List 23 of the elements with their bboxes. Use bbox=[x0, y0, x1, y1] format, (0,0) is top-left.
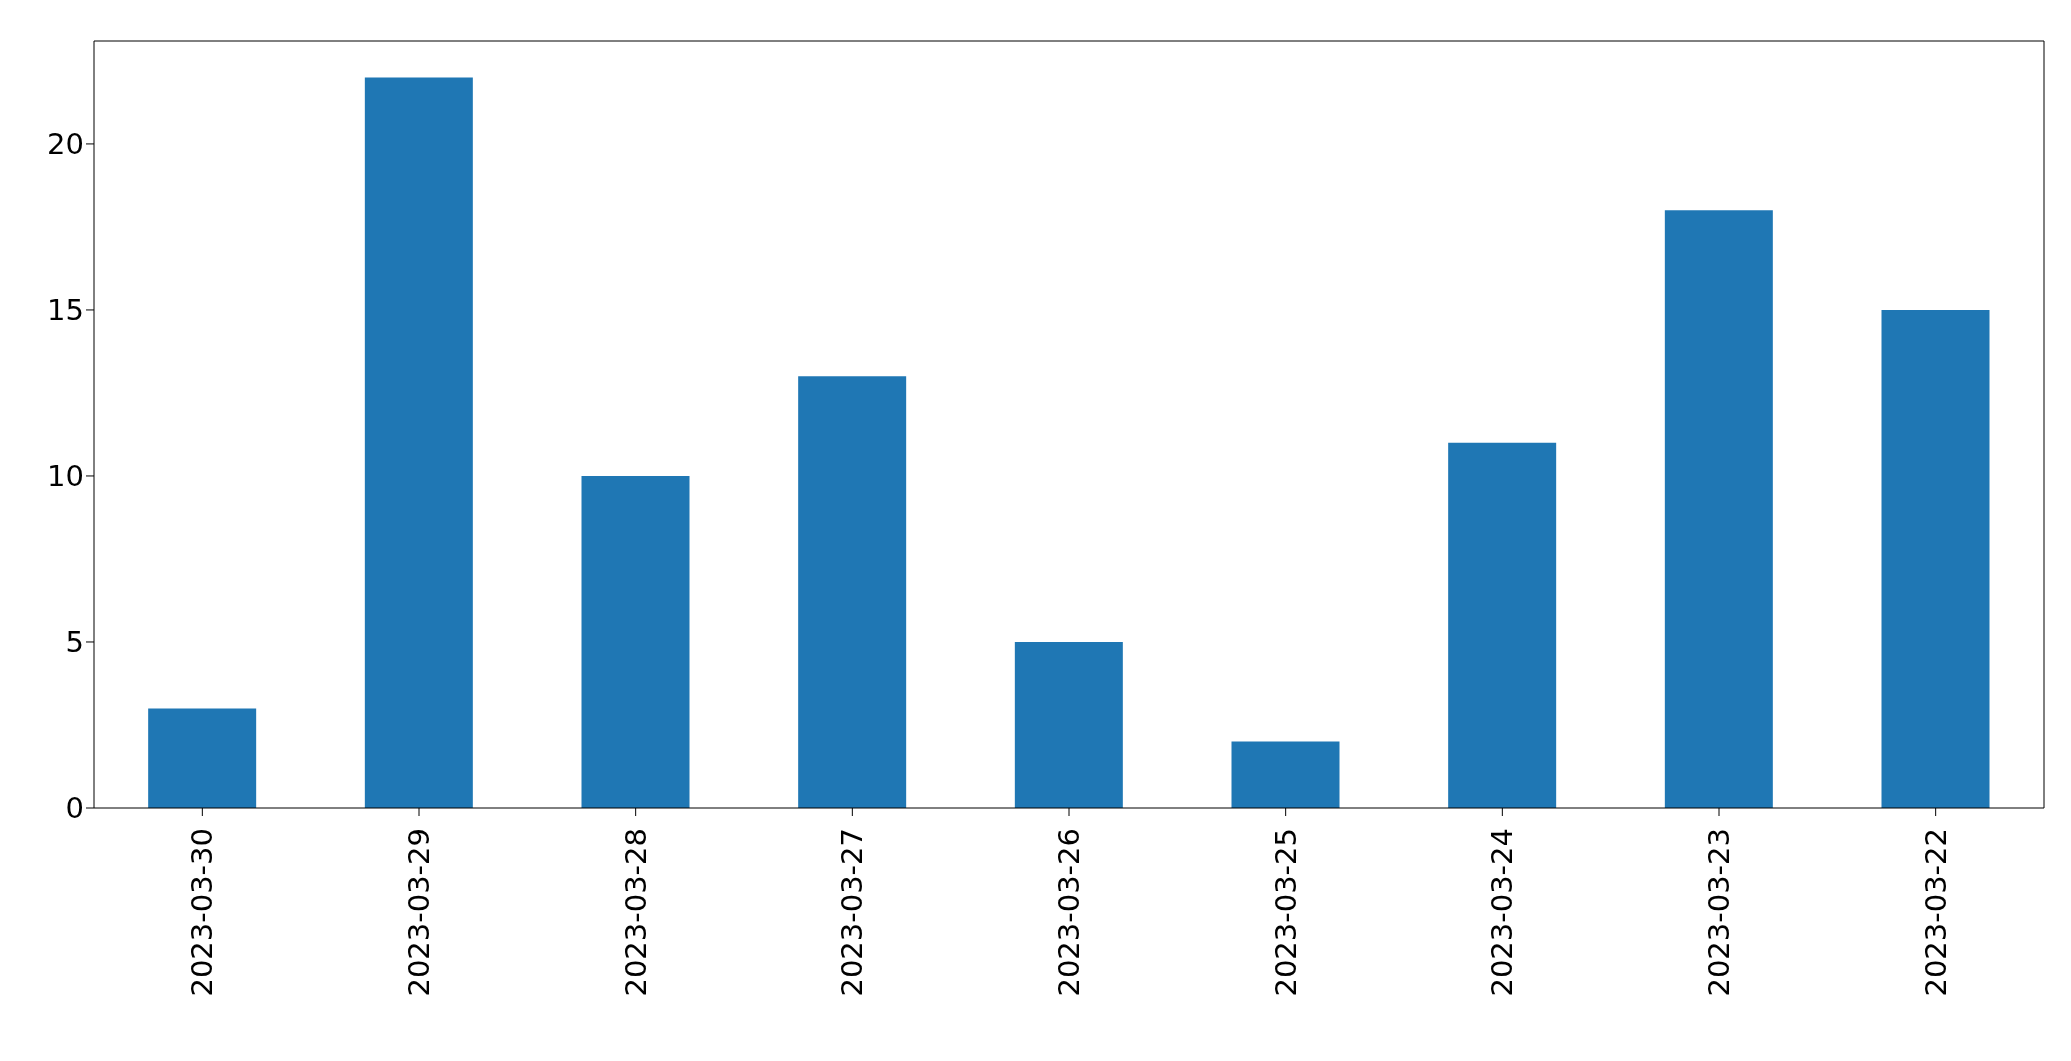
bar bbox=[1231, 741, 1340, 808]
x-tick-label: 2023-03-22 bbox=[1918, 828, 1953, 997]
bar bbox=[148, 708, 257, 808]
x-tick-label: 2023-03-29 bbox=[402, 828, 436, 997]
x-tick-label: 2023-03-30 bbox=[185, 828, 220, 997]
y-tick-label: 15 bbox=[47, 293, 84, 328]
bar bbox=[798, 376, 907, 808]
bar bbox=[1014, 641, 1123, 808]
x-tick-label: 2023-03-24 bbox=[1485, 828, 1520, 997]
x-tick-label: 2023-03-25 bbox=[1268, 828, 1303, 997]
bar bbox=[1664, 210, 1773, 808]
y-tick-label: 10 bbox=[47, 459, 84, 494]
x-tick-label: 2023-03-23 bbox=[1702, 828, 1736, 997]
bar bbox=[1881, 309, 1990, 808]
x-tick-label: 2023-03-27 bbox=[835, 828, 870, 997]
x-tick-label: 2023-03-26 bbox=[1052, 828, 1086, 997]
y-tick-label: 5 bbox=[65, 625, 84, 660]
y-tick-label: 0 bbox=[65, 791, 84, 826]
x-tick-label: 2023-03-28 bbox=[618, 828, 653, 997]
bar bbox=[1448, 442, 1557, 808]
bar bbox=[364, 77, 473, 808]
y-tick-label: 20 bbox=[47, 127, 84, 162]
bar bbox=[581, 475, 690, 808]
